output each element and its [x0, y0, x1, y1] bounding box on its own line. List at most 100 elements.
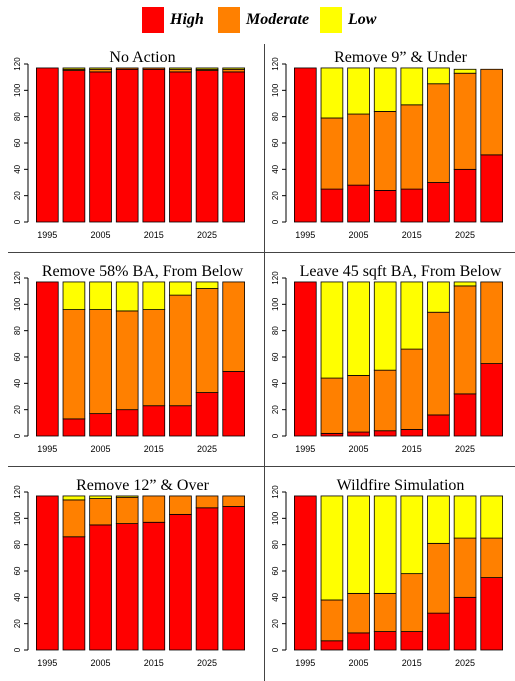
- bar-segment-low-2020: [427, 67, 450, 85]
- bar-segment-high-2025: [195, 507, 219, 651]
- bar-segment-moderate-2005: [89, 309, 112, 415]
- bar-segment-high-2010: [373, 631, 397, 651]
- bar-segment-moderate-2025: [453, 285, 477, 395]
- y-tick-label: 80: [13, 112, 22, 121]
- bar-segment-high-2010: [115, 409, 139, 437]
- y-tick-label: 20: [271, 191, 280, 200]
- x-tick-label: 1995: [295, 444, 315, 454]
- bar-segment-moderate-2000: [320, 599, 344, 642]
- x-tick-label: 2025: [197, 444, 217, 454]
- bar-segment-moderate-2005: [347, 113, 370, 186]
- bar-segment-moderate-2005: [347, 375, 370, 433]
- bar-segment-low-2020: [169, 281, 192, 296]
- bar-segment-high-1995: [36, 281, 59, 437]
- bar-segment-moderate-2000: [62, 309, 86, 420]
- bar-segment-moderate-2020: [169, 294, 192, 407]
- bar-segment-low-2010: [373, 281, 397, 371]
- bar-segment-moderate-2025: [453, 537, 477, 598]
- x-tick-label: 2005: [349, 444, 369, 454]
- bar-segment-high-2025: [195, 392, 219, 437]
- bar-segment-low-2000: [62, 281, 86, 311]
- bar-segment-moderate-2010: [115, 310, 139, 411]
- bar-segment-high-2020: [169, 513, 192, 651]
- bar-segment-low-2010: [115, 495, 139, 498]
- x-tick-label: 2015: [402, 658, 422, 668]
- bar-segment-low-2025: [195, 281, 219, 289]
- y-tick-label: 120: [271, 271, 280, 285]
- bar-segment-high-2005: [347, 632, 370, 651]
- bar-segment-moderate-2010: [373, 369, 397, 432]
- legend-label-low: Low: [348, 11, 377, 28]
- bar-segment-low-2005: [347, 67, 370, 115]
- y-tick-label: 40: [13, 164, 22, 173]
- y-tick-label: 120: [13, 57, 22, 71]
- bar-segment-moderate-2000: [62, 499, 86, 538]
- bar-segment-low-2025: [453, 495, 477, 539]
- bar-segment-high-1995: [294, 67, 317, 223]
- bar-segment-high-2010: [115, 68, 139, 223]
- y-tick-label: 80: [13, 540, 22, 549]
- bar-segment-moderate-2030: [222, 281, 246, 372]
- bar-segment-moderate-2000: [320, 117, 344, 190]
- bar-segment-low-2005: [89, 281, 112, 311]
- y-tick-label: 120: [271, 57, 280, 71]
- y-tick-label: 100: [13, 83, 22, 97]
- y-tick-label: 0: [271, 647, 280, 652]
- y-tick-label: 20: [13, 619, 22, 628]
- bar-segment-low-2025: [453, 281, 477, 287]
- chart-title: Leave 45 sqft BA, From Below: [300, 263, 502, 280]
- y-tick-label: 40: [271, 164, 280, 173]
- bar-segment-high-2025: [453, 168, 477, 223]
- y-tick-label: 80: [271, 540, 280, 549]
- y-tick-label: 100: [13, 511, 22, 525]
- bar-segment-moderate-2000: [320, 377, 344, 434]
- bar-segment-moderate-2020: [169, 495, 192, 515]
- y-tick-label: 120: [271, 485, 280, 499]
- y-tick-label: 80: [271, 326, 280, 335]
- bar-segment-high-2005: [347, 184, 370, 223]
- x-tick-label: 1995: [37, 658, 57, 668]
- bar-segment-moderate-2015: [400, 573, 424, 632]
- y-tick-label: 0: [13, 219, 22, 224]
- bar-segment-high-2000: [62, 70, 86, 223]
- x-tick-label: 1995: [295, 230, 315, 240]
- bar-segment-low-2000: [62, 67, 86, 70]
- bar-segment-high-2010: [373, 430, 397, 437]
- bar-segment-high-2015: [142, 521, 166, 651]
- bar-segment-low-2000: [62, 495, 86, 501]
- bar-segment-high-2025: [453, 596, 477, 651]
- bar-segment-moderate-2025: [195, 495, 219, 509]
- x-tick-label: 2025: [455, 444, 475, 454]
- y-tick-label: 60: [271, 566, 280, 575]
- y-tick-label: 80: [271, 112, 280, 121]
- x-tick-label: 2005: [91, 658, 111, 668]
- y-tick-label: 40: [13, 592, 22, 601]
- bar-segment-high-2015: [142, 405, 166, 437]
- legend-label-high: High: [170, 11, 204, 28]
- chart-panel-leave-45-sqft-ba-from-below: Leave 45 sqft BA, From Below 0 20 40 60 80 100…: [271, 263, 504, 454]
- legend-swatch-low: [320, 7, 342, 33]
- bar-segment-moderate-2015: [400, 104, 424, 190]
- x-tick-label: 2015: [144, 230, 164, 240]
- chart-title: Remove 12” & Over: [76, 477, 210, 494]
- x-tick-label: 1995: [295, 658, 315, 668]
- bar-segment-low-2025: [195, 67, 219, 70]
- x-tick-label: 2005: [91, 444, 111, 454]
- bar-segment-low-2015: [142, 281, 166, 311]
- y-tick-label: 0: [13, 433, 22, 438]
- bar-segment-low-2015: [400, 495, 424, 575]
- bar-segment-high-2005: [89, 71, 112, 223]
- bar-segment-low-2000: [320, 495, 344, 601]
- bar-segment-moderate-2025: [195, 288, 219, 393]
- y-tick-label: 0: [271, 219, 280, 224]
- bar-segment-high-2030: [480, 154, 504, 223]
- horizontal-divider-2: [8, 466, 515, 467]
- bar-segment-moderate-2015: [142, 495, 166, 523]
- chart-title: No Action: [109, 49, 175, 66]
- legend: High Moderate Low: [0, 0, 515, 44]
- bar-segment-high-1995: [294, 495, 317, 651]
- bar-segment-low-2010: [373, 495, 397, 594]
- bar-segment-moderate-2005: [89, 498, 112, 526]
- bar-segment-high-2000: [62, 418, 86, 437]
- chart-panel-no-action: No Action 0 20 40 60 80 100 120 1995 2005 2015 2025: [13, 49, 246, 240]
